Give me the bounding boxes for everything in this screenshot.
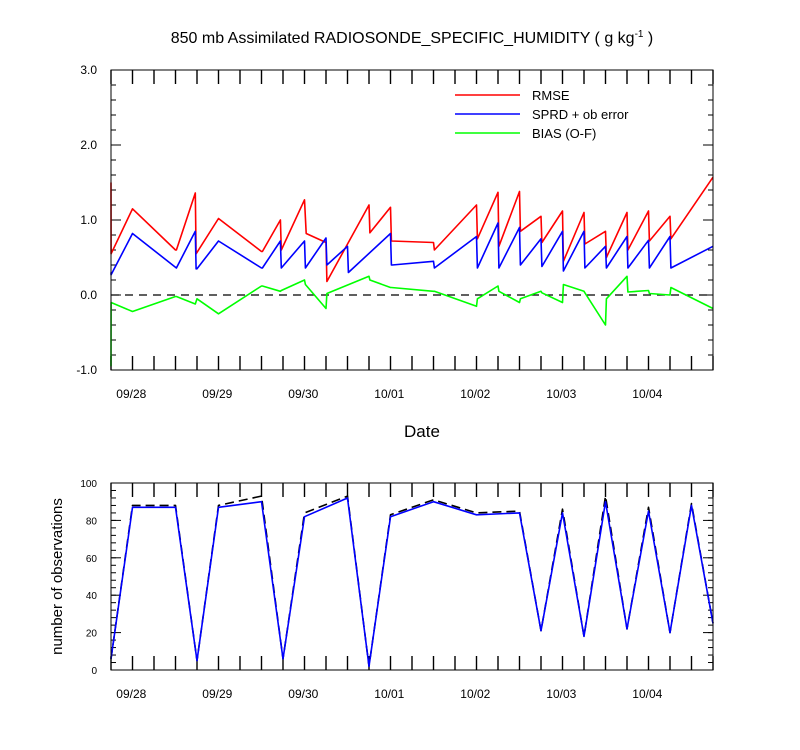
x-axis-title: Date	[404, 422, 440, 441]
bottom-series-assimilated	[110, 497, 714, 668]
top-series-rmse	[110, 176, 714, 283]
bottom-ytick-label: 100	[80, 479, 97, 490]
bottom-xtick-label: 09/29	[202, 687, 232, 701]
top-ytick-label: 1.0	[80, 213, 97, 227]
bottom-xtick-label: 10/03	[546, 687, 576, 701]
top-xtick-label: 09/30	[288, 387, 318, 401]
bottom-ytick-label: 80	[86, 516, 98, 527]
top-series-bias-o-f	[110, 275, 714, 367]
top-chart-panel: -1.0 0.0 1.0 2.0 3.0 09/28 09/29 09/30 10/01 10/…	[76, 63, 714, 441]
bottom-ytick-label: 0	[91, 666, 97, 677]
top-xtick-label: 10/03	[546, 387, 576, 401]
top-series-sprd-ob-error	[110, 222, 714, 276]
bottom-xtick-label: 10/02	[460, 687, 490, 701]
chart-title: 850 mb Assimilated RADIOSONDE_SPECIFIC_H…	[171, 29, 654, 47]
bottom-ytick-label: 20	[86, 629, 98, 640]
legend-label: BIAS (O-F)	[532, 126, 596, 141]
bottom-xtick-label: 09/30	[288, 687, 318, 701]
top-ytick-label: 0.0	[80, 288, 97, 302]
top-ytick-label: -1.0	[76, 363, 97, 377]
bottom-chart-panel: 0 20 40 60 80 100 09/28 09/29 09/30 10/01 10/02 10…	[49, 479, 714, 701]
y-axis-title: number of observations	[49, 498, 66, 655]
legend-label: RMSE	[532, 88, 570, 103]
top-ytick-label: 3.0	[80, 63, 97, 77]
top-ytick-label: 2.0	[80, 138, 97, 152]
top-xtick-label: 10/02	[460, 387, 490, 401]
bottom-ytick-label: 60	[86, 554, 98, 565]
bottom-series-possible	[110, 495, 714, 668]
top-xtick-label: 09/28	[116, 387, 146, 401]
bottom-xtick-label: 10/01	[374, 687, 404, 701]
legend: RMSE SPRD + ob error BIAS (O-F)	[455, 88, 629, 141]
top-xtick-label: 10/04	[632, 387, 662, 401]
top-xtick-label: 10/01	[374, 387, 404, 401]
top-xtick-label: 09/29	[202, 387, 232, 401]
bottom-xtick-label: 10/04	[632, 687, 662, 701]
bottom-ytick-label: 40	[86, 591, 98, 602]
legend-label: SPRD + ob error	[532, 107, 629, 122]
bottom-xtick-label: 09/28	[116, 687, 146, 701]
bottom-plot-frame	[110, 482, 714, 671]
top-plot-frame	[110, 69, 714, 371]
